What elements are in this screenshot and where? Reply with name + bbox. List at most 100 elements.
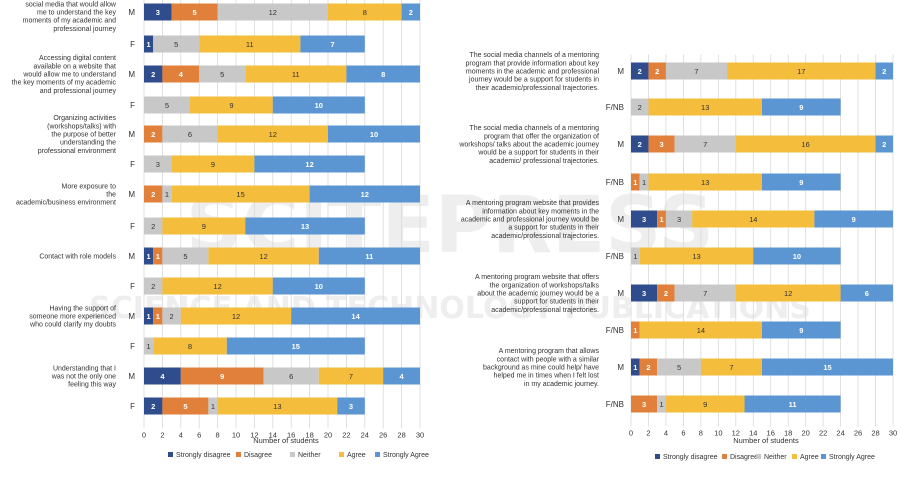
- bar-segment-neither: [665, 62, 728, 80]
- bar-segment-neither: [631, 98, 649, 116]
- bar-segment-strongly-agree: [337, 397, 365, 415]
- bar-value-label: 2: [882, 67, 886, 76]
- bar-segment-strongly-agree: [254, 155, 365, 173]
- bar-value-label: 1: [147, 40, 151, 49]
- bar-segment-disagree: [144, 185, 163, 203]
- bar-segment-agree: [180, 307, 292, 325]
- bar-segment-agree: [171, 155, 255, 173]
- bar-value-label: 5: [193, 8, 197, 17]
- bar-value-label: 12: [269, 130, 277, 139]
- bar-segment-agree: [735, 135, 876, 153]
- legend-swatch-strongly-agree: [375, 452, 380, 457]
- x-tick-label: 12: [732, 429, 740, 438]
- bar-segment-neither: [162, 307, 181, 325]
- bar-segment-agree: [735, 284, 841, 302]
- bar-segment-neither: [217, 3, 328, 21]
- bar-segment-neither: [144, 96, 190, 114]
- bar-value-label: 4: [179, 70, 184, 79]
- bar-segment-strongly-disagree: [144, 3, 172, 21]
- group-label: Organizing activities (workshops/talks) w…: [38, 115, 117, 155]
- bar-value-label: 5: [677, 363, 681, 372]
- bar-segment-strongly-agree: [226, 337, 365, 355]
- bar-value-label: 3: [156, 8, 160, 17]
- x-tick-label: 12: [250, 431, 258, 440]
- bar-value-label: 12: [305, 160, 313, 169]
- bar-segment-strongly-agree: [401, 3, 420, 21]
- bar-segment-agree: [648, 173, 762, 191]
- x-tick-label: 22: [819, 429, 827, 438]
- bar-value-label: 13: [701, 178, 709, 187]
- group-label: Having the support of someone more experi…: [29, 305, 116, 328]
- bar-segment-neither: [144, 217, 163, 235]
- bar-value-label: 2: [638, 103, 642, 112]
- bar-value-label: 15: [292, 342, 300, 351]
- bar-segment-agree: [162, 217, 246, 235]
- x-axis-title: Number of students: [253, 436, 319, 445]
- bar-value-label: 2: [151, 190, 155, 199]
- row-code-label: M: [617, 289, 624, 298]
- row-code-label: F: [130, 101, 135, 110]
- bar-segment-disagree: [657, 210, 666, 228]
- row-code-label: M: [617, 67, 624, 76]
- legend-swatch-agree: [792, 454, 797, 459]
- bar-segment-strongly-agree: [318, 247, 420, 265]
- row-code-label: M: [617, 363, 624, 372]
- bar-value-label: 13: [301, 222, 309, 231]
- bar-segment-agree: [318, 367, 384, 385]
- bar-segment-neither: [674, 284, 736, 302]
- bar-segment-disagree: [648, 62, 666, 80]
- bar-segment-strongly-agree: [875, 62, 893, 80]
- legend-swatch-neither: [756, 454, 761, 459]
- bar-value-label: 13: [692, 252, 700, 261]
- bar-value-label: 9: [799, 178, 803, 187]
- row-code-label: F/NB: [606, 252, 624, 261]
- row-code-label: M: [617, 215, 624, 224]
- bar-segment-disagree: [657, 284, 675, 302]
- bar-segment-agree: [199, 35, 301, 53]
- legend-label-agree: Agree: [800, 454, 819, 461]
- bar-segment-strongly-agree: [762, 321, 841, 339]
- bar-value-label: 11: [246, 40, 254, 49]
- bar-value-label: 10: [370, 130, 378, 139]
- bar-value-label: 17: [797, 67, 805, 76]
- bar-value-label: 2: [655, 67, 659, 76]
- bar-segment-neither: [199, 65, 246, 83]
- x-tick-label: 22: [342, 431, 350, 440]
- bar-segment-strongly-agree: [245, 217, 365, 235]
- bar-value-label: 1: [659, 400, 663, 409]
- chart-left: M351282F15117Accessing digital content o…: [12, 0, 429, 459]
- x-tick-label: 8: [699, 429, 703, 438]
- bar-segment-disagree: [162, 65, 200, 83]
- row-code-label: F: [130, 160, 135, 169]
- bar-value-label: 12: [232, 312, 240, 321]
- group-label: A mentoring program that allows contact w…: [483, 348, 600, 388]
- bar-segment-neither: [657, 358, 701, 376]
- bar-value-label: 7: [694, 67, 698, 76]
- bar-segment-strongly-disagree: [144, 247, 154, 265]
- legend: Strongly disagree Disagree Neither Agree Str…: [168, 452, 429, 459]
- bar-segment-disagree: [144, 125, 163, 143]
- bar-value-label: 4: [160, 372, 165, 381]
- legend-swatch-agree: [339, 452, 344, 457]
- x-tick-label: 14: [269, 431, 277, 440]
- bar-segment-neither: [665, 210, 693, 228]
- bar-value-label: 5: [220, 70, 224, 79]
- bar-value-label: 2: [882, 140, 886, 149]
- bar-value-label: 12: [361, 190, 369, 199]
- bar-segment-strongly-agree: [744, 395, 841, 413]
- bar-value-label: 1: [659, 215, 663, 224]
- bar-segment-strongly-agree: [762, 358, 893, 376]
- x-tick-label: 26: [854, 429, 862, 438]
- legend-swatch-neither: [290, 452, 295, 457]
- legend-label-disagree: Disagree: [244, 452, 272, 459]
- x-tick-label: 18: [784, 429, 792, 438]
- bar-value-label: 8: [381, 70, 385, 79]
- legend-swatch-strongly-disagree: [168, 452, 173, 457]
- bar-segment-strongly-agree: [272, 96, 365, 114]
- row-code-label: F/NB: [606, 326, 624, 335]
- bar-value-label: 12: [213, 282, 221, 291]
- bar-value-label: 2: [151, 282, 155, 291]
- bar-value-label: 9: [852, 215, 856, 224]
